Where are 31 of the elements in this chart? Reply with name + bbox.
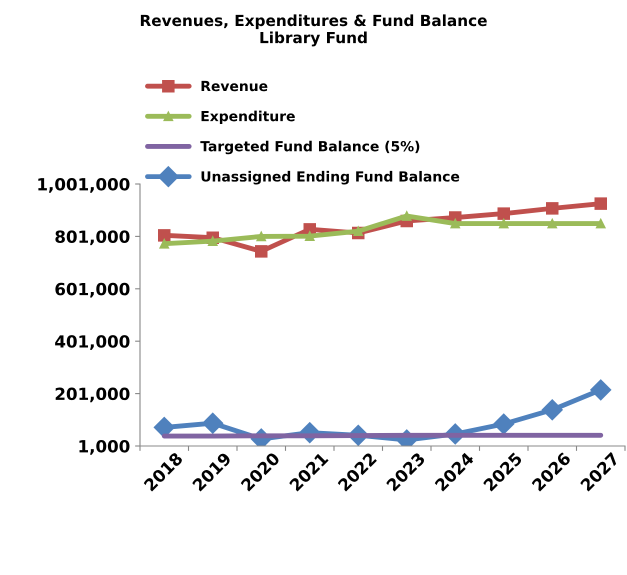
point <box>493 413 514 435</box>
point <box>353 226 364 236</box>
chart-title: Revenues, Expenditures & Fund Balance Library Fund <box>140 14 487 46</box>
point <box>542 399 563 420</box>
point <box>498 218 509 228</box>
legend-label: Revenue <box>202 80 268 92</box>
point <box>546 202 558 215</box>
y-tick-label: 1,000 <box>79 440 130 455</box>
y-tick-label: 201,000 <box>56 388 130 402</box>
y-tick-label: 1,001,000 <box>38 178 130 193</box>
point <box>159 238 170 249</box>
point <box>596 218 606 228</box>
point <box>208 236 218 246</box>
point <box>594 197 607 210</box>
y-tick-label: 601,000 <box>55 282 130 298</box>
point <box>402 211 412 221</box>
point <box>498 207 510 220</box>
point <box>158 229 170 242</box>
y-tick-label: 401,000 <box>55 335 130 350</box>
point <box>450 218 460 228</box>
legend-label: Expenditure <box>202 110 295 124</box>
legend-label: Unassigned Ending Fund Balance <box>202 170 460 184</box>
point <box>256 232 266 242</box>
point <box>255 245 268 258</box>
legend-label: Targeted Fund Balance (5%) <box>200 140 420 154</box>
point <box>304 231 315 241</box>
y-tick-label: 801,000 <box>55 230 130 246</box>
point <box>202 412 224 434</box>
point <box>547 218 558 228</box>
point <box>154 416 175 438</box>
point <box>590 379 612 400</box>
